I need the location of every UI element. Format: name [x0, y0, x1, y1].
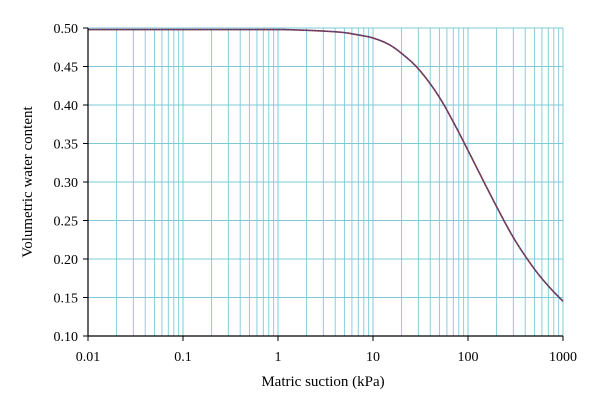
series-line-overlay	[88, 29, 564, 302]
x-tick-label: 1000	[549, 350, 577, 365]
tick-labels: 0.10 0.15 0.20 0.25 0.30 0.35 0.40 0.45 0.50 0.01…	[54, 22, 578, 365]
y-tick-label: 0.10	[54, 330, 79, 345]
y-tick-label: 0.30	[54, 176, 79, 191]
y-tick-label: 0.45	[54, 61, 79, 76]
x-tick-label: 0.1	[174, 350, 192, 365]
x-tick-label: 100	[458, 350, 479, 365]
y-tick-label: 0.20	[54, 253, 79, 268]
y-tick-label: 0.25	[54, 215, 79, 230]
y-tick-label: 0.35	[54, 138, 79, 153]
series-line	[88, 28, 564, 302]
grid	[87, 27, 564, 337]
y-tick-label: 0.50	[54, 22, 79, 37]
x-axis-title: Matric suction (kPa)	[261, 374, 384, 390]
axes	[83, 27, 564, 341]
x-tick-label: 0.01	[76, 350, 101, 365]
x-tick-label: 10	[366, 350, 380, 365]
series-layer	[88, 28, 564, 302]
y-tick-label: 0.40	[54, 99, 79, 114]
y-axis-title: Volumetric water content	[20, 105, 36, 257]
y-tick-label: 0.15	[54, 292, 79, 307]
x-tick-label: 1	[275, 350, 282, 365]
